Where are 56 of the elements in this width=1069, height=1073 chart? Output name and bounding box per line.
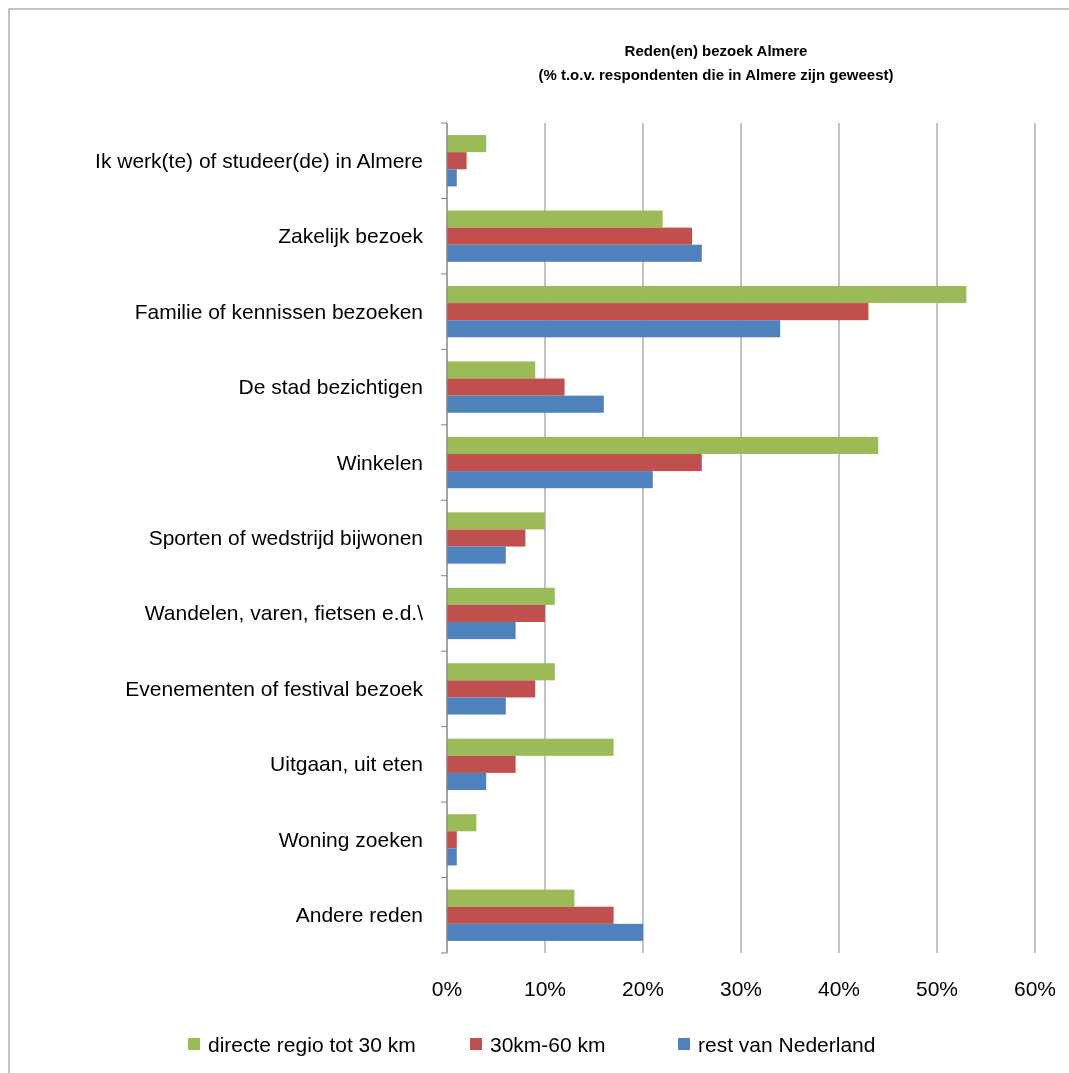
y-tick-label: Woning zoeken [278, 827, 423, 851]
bar [447, 831, 457, 849]
bar [447, 848, 457, 866]
bar [447, 152, 467, 170]
bar [447, 395, 604, 413]
bar [447, 663, 555, 681]
bar [447, 227, 692, 245]
bar [447, 471, 653, 489]
x-tick-label: 30% [719, 977, 763, 1000]
bar [447, 453, 702, 472]
legend-label: 30km-60 km [490, 1033, 606, 1056]
bar [447, 512, 545, 530]
bar [447, 244, 702, 262]
legend-label: rest van Nederland [698, 1033, 876, 1056]
bar [447, 772, 487, 791]
x-tick-label: 60% [1013, 977, 1057, 1000]
y-tick-label: Andere reden [295, 903, 423, 927]
bar [447, 622, 516, 640]
y-tick-label: Uitgaan, uit eten [270, 752, 423, 776]
y-tick-label: Evenementen of festival bezoek [125, 676, 424, 700]
y-tick-label: Zakelijk bezoek [278, 224, 424, 248]
bar [447, 923, 643, 941]
bar [447, 169, 457, 187]
bar [447, 755, 516, 773]
x-tick-label: 50% [915, 977, 959, 1000]
y-tick-label: Familie of kennissen bezoeken [134, 299, 423, 323]
bar [447, 906, 614, 924]
chart-subtitle: (% t.o.v. respondenten die in Almere zijn geweest) [538, 66, 894, 83]
bar [447, 587, 555, 605]
bar [447, 361, 536, 379]
x-tick-label: 20% [621, 977, 665, 1000]
y-tick-label: Wandelen, varen, fietsen e.d.\ [144, 601, 424, 625]
bar [447, 814, 477, 832]
bar [447, 436, 879, 454]
bar [447, 210, 663, 228]
chart-title: Reden(en) bezoek Almere [624, 42, 808, 59]
x-tick-label: 40% [817, 977, 861, 1000]
bar [447, 604, 545, 623]
bar [447, 529, 526, 547]
y-tick-label: Sporten of wedstrijd bijwonen [148, 526, 423, 549]
y-tick-label: De stad bezichtigen [238, 375, 423, 399]
bar [447, 320, 781, 338]
bar [447, 889, 575, 907]
y-tick-label: Ik werk(te) of studeer(de) in Almere [95, 148, 423, 172]
bar [447, 303, 869, 321]
bar [447, 378, 565, 396]
bar [447, 738, 614, 756]
bar [447, 546, 506, 564]
x-tick-label: 0% [431, 977, 463, 1000]
x-tick-label: 10% [523, 977, 567, 1000]
bar [447, 680, 536, 698]
bar [447, 697, 506, 715]
legend-label: directe regio tot 30 km [208, 1033, 416, 1056]
y-tick-label: Winkelen [336, 450, 423, 474]
bar [447, 135, 487, 153]
bar [447, 285, 967, 304]
